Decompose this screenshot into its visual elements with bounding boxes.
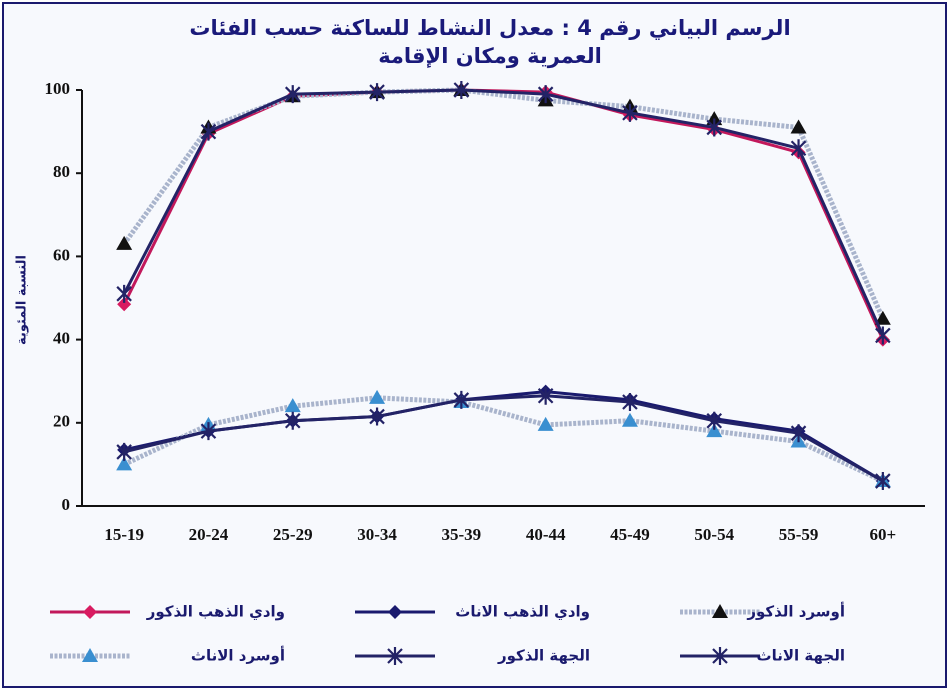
marker	[706, 118, 723, 137]
legend-label: الجهة الذكور	[497, 647, 590, 665]
y-tick-label: 0	[62, 495, 71, 514]
marker	[369, 83, 385, 102]
marker	[284, 411, 301, 430]
x-tick-label: 45-49	[610, 525, 650, 544]
legend-marker	[388, 605, 402, 619]
legend-label: وادي الذهب الاناث	[455, 603, 590, 622]
legend-marker	[83, 605, 97, 619]
x-tick-label: 25-29	[273, 525, 313, 544]
chart-title: الرسم البياني رقم 4 : معدل النشاط للساكن…	[189, 16, 791, 68]
y-tick-label: 80	[53, 162, 70, 181]
series-line	[122, 88, 885, 341]
marker	[790, 424, 807, 443]
marker	[116, 442, 132, 461]
x-tick-label: 40-44	[526, 525, 566, 544]
marker	[706, 411, 723, 430]
series-line	[123, 390, 884, 483]
y-tick-label: 100	[45, 79, 71, 98]
y-tick-label: 60	[53, 245, 70, 264]
marker	[875, 472, 891, 491]
marker	[874, 310, 891, 325]
marker	[790, 119, 807, 134]
series-line	[122, 87, 886, 320]
marker	[453, 390, 470, 409]
marker	[706, 111, 723, 126]
marker	[200, 422, 217, 441]
legend-marker	[712, 647, 728, 665]
x-tick-label: 35-39	[442, 525, 482, 544]
marker	[453, 81, 470, 99]
marker	[116, 235, 133, 250]
marker	[369, 389, 386, 404]
marker	[621, 412, 638, 427]
legend-marker	[82, 648, 98, 662]
marker	[790, 139, 807, 158]
legend-label: الجهة الاناث	[757, 647, 845, 665]
x-tick-label: 50-54	[694, 525, 734, 544]
marker	[117, 297, 132, 312]
x-tick-label: 55-59	[779, 525, 819, 544]
marker	[622, 103, 638, 122]
marker	[200, 122, 217, 141]
legend-marker	[712, 604, 728, 618]
marker	[706, 423, 723, 438]
legend-marker	[387, 647, 403, 665]
marker	[284, 85, 301, 104]
marker	[875, 326, 891, 345]
x-tick-label: 60+	[870, 525, 897, 544]
marker	[537, 416, 554, 431]
marker	[116, 284, 132, 303]
y-axis-label: النسبة المئوية	[15, 255, 30, 345]
x-tick-label: 30-34	[357, 525, 397, 544]
series-line	[123, 395, 884, 484]
legend-label: أوسرد الاناث	[191, 646, 285, 665]
marker	[284, 398, 301, 413]
x-tick-label: 15-19	[104, 525, 144, 544]
x-tick-label: 20-24	[189, 525, 229, 544]
legend-label: وادي الذهب الذكور	[146, 603, 285, 622]
series-line	[123, 394, 884, 483]
y-tick-label: 20	[53, 412, 70, 431]
marker	[369, 407, 385, 426]
legend-label: أوسرد الذكور	[746, 602, 845, 621]
marker	[537, 386, 554, 405]
series-line	[122, 88, 885, 337]
marker	[116, 456, 133, 471]
marker	[537, 85, 554, 104]
marker	[622, 393, 638, 411]
y-tick-label: 40	[53, 329, 70, 348]
